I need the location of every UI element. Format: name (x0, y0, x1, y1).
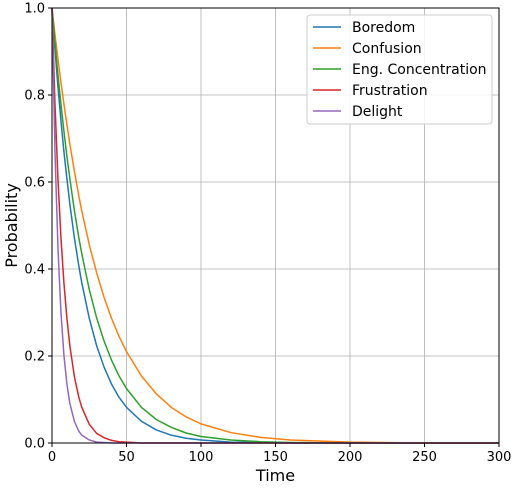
y-tick-label: 0.0 (24, 437, 45, 452)
x-axis-label: Time (255, 466, 295, 485)
y-tick-label: 0.8 (24, 89, 45, 104)
y-tick-label: 0.6 (24, 176, 45, 191)
x-tick-label: 200 (338, 450, 363, 465)
y-tick-label: 1.0 (24, 2, 45, 17)
series-line-2 (51, 7, 499, 444)
legend: Boredom Confusion Eng. Concentration Frustr… (306, 14, 493, 125)
legend-box (306, 14, 493, 125)
legend-label: Delight (352, 104, 403, 120)
x-tick-label: 250 (412, 450, 437, 465)
x-tick-label: 300 (487, 450, 512, 465)
legend-label: Eng. Concentration (352, 62, 487, 78)
series-line-1 (51, 7, 499, 444)
x-tick-label: 100 (189, 450, 214, 465)
legend-label: Frustration (352, 83, 428, 99)
y-tick-label: 0.2 (24, 350, 45, 365)
y-axis-ticks: 0.0 0.2 0.4 0.6 0.8 1.0 (24, 2, 52, 452)
y-tick-label: 0.4 (24, 263, 45, 278)
legend-label: Confusion (352, 41, 422, 57)
y-axis-label: Probability (2, 183, 21, 268)
x-axis-ticks: 0 50 100 150 200 250 300 (48, 443, 512, 465)
x-tick-label: 150 (263, 450, 288, 465)
x-tick-label: 50 (118, 450, 135, 465)
x-tick-label: 0 (48, 450, 56, 465)
legend-label: Boredom (352, 20, 415, 36)
